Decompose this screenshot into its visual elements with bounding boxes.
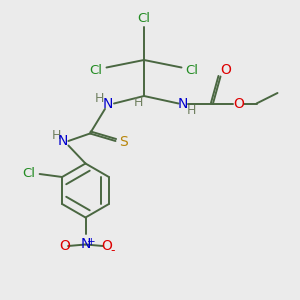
Text: +: + [87,237,96,247]
Text: O: O [101,239,112,253]
Text: N: N [58,134,68,148]
Text: Cl: Cl [89,64,102,77]
Text: H: H [186,103,196,117]
Text: N: N [178,97,188,110]
Text: -: - [111,244,115,257]
Text: O: O [59,239,70,253]
Text: Cl: Cl [185,64,198,77]
Text: O: O [220,64,231,77]
Text: O: O [233,97,244,110]
Text: Cl: Cl [137,12,151,25]
Text: H: H [95,92,105,105]
Text: S: S [119,136,128,149]
Text: H: H [52,129,61,142]
Text: Cl: Cl [22,167,36,180]
Text: N: N [80,238,91,251]
Text: N: N [103,97,113,110]
Text: H: H [133,96,143,109]
